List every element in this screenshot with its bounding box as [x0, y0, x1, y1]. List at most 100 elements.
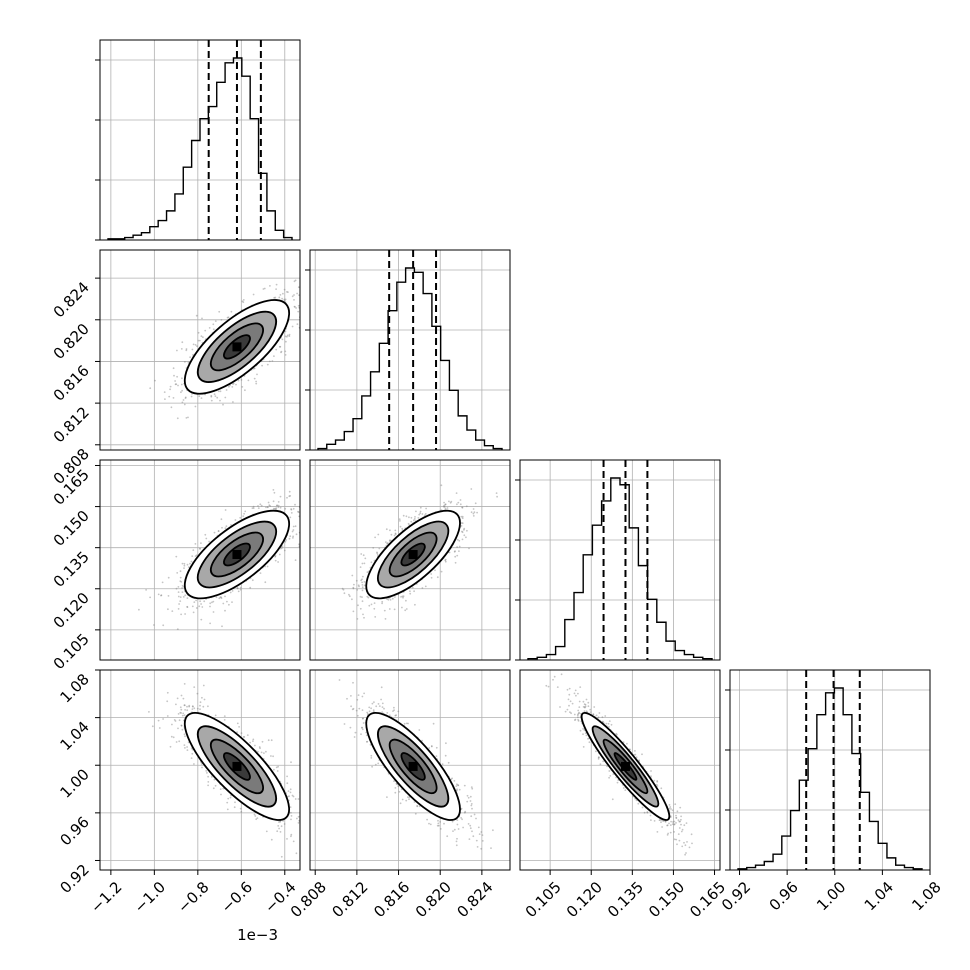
sample-point [458, 545, 461, 548]
sample-point [206, 772, 208, 774]
sample-point [261, 740, 264, 743]
sample-point [680, 818, 682, 821]
sample-point [186, 597, 189, 599]
sample-point [357, 604, 359, 607]
sample-point [597, 756, 600, 759]
sample-point [660, 821, 662, 824]
sample-point [289, 516, 292, 519]
sample-point [290, 761, 292, 764]
sample-point [455, 844, 458, 847]
sample-point [646, 811, 649, 814]
sample-point [183, 714, 186, 717]
sample-point [675, 817, 678, 819]
sample-point [186, 705, 188, 708]
sample-point [190, 560, 193, 563]
sample-point [305, 495, 307, 497]
axes-frame [519, 669, 721, 871]
sample-point [220, 793, 222, 796]
sample-point [679, 820, 681, 823]
sample-point [182, 399, 185, 401]
sample-point [148, 711, 150, 713]
sample-point [222, 787, 225, 790]
sample-point [681, 828, 684, 831]
sample-point [453, 550, 456, 553]
sample-point [577, 713, 579, 716]
sample-point [184, 747, 186, 749]
sample-point [266, 363, 269, 366]
sample-point [185, 348, 188, 350]
sample-point [269, 285, 271, 287]
sample-point [361, 600, 364, 603]
sample-point [302, 485, 304, 487]
sample-point [138, 608, 140, 611]
sample-point [677, 819, 680, 821]
plot-area [730, 670, 930, 870]
sample-point [303, 502, 305, 504]
sample-point [351, 708, 354, 711]
sample-point [653, 820, 656, 822]
sample-point [278, 345, 281, 348]
sample-point [276, 770, 279, 772]
sample-point [356, 618, 359, 620]
sample-point [463, 534, 466, 537]
sample-point [584, 706, 586, 709]
sample-point [180, 581, 183, 583]
sample-point [209, 605, 211, 608]
sample-point [678, 827, 681, 829]
sample-point [178, 740, 181, 743]
sample-point [186, 709, 189, 712]
sample-point [584, 704, 587, 706]
sample-point [601, 720, 604, 723]
sample-point [290, 811, 292, 814]
sample-point [472, 508, 475, 510]
sample-point [160, 594, 163, 597]
sample-point [386, 712, 389, 714]
sample-point [489, 873, 491, 875]
sample-point [454, 561, 457, 564]
sample-point [212, 600, 215, 603]
sample-point [279, 831, 282, 833]
sample-point [259, 572, 262, 574]
sample-point [279, 821, 281, 823]
sample-point [176, 375, 179, 378]
sample-point [478, 833, 481, 835]
sample-point [223, 715, 226, 717]
sample-point [284, 540, 287, 543]
sample-point [361, 586, 364, 589]
sample-point [352, 586, 355, 589]
sample-point [381, 711, 384, 713]
sample-point [370, 561, 373, 564]
sample-point [270, 838, 273, 841]
histogram-step [527, 477, 713, 660]
sample-point [220, 596, 223, 599]
sample-point [163, 391, 166, 393]
sample-point [231, 386, 234, 388]
sample-point [205, 537, 208, 540]
sample-point [207, 784, 210, 787]
sample-point [559, 706, 561, 708]
sample-point [175, 587, 178, 590]
sample-point [228, 385, 230, 388]
sample-point [582, 733, 584, 736]
sample-point [342, 839, 344, 841]
sample-point [257, 507, 260, 509]
axes-frame [309, 249, 511, 451]
sample-point [368, 710, 371, 713]
sample-point [219, 596, 222, 599]
sample-point [439, 828, 442, 830]
sample-point [592, 713, 595, 716]
sample-point [361, 695, 364, 698]
sample-point [556, 686, 559, 688]
sample-point [598, 712, 601, 714]
sample-point [284, 354, 287, 356]
sample-point [200, 618, 203, 621]
sample-point [461, 506, 464, 509]
sample-point [183, 564, 186, 567]
sample-point [160, 594, 162, 597]
sample-point [680, 815, 682, 818]
sample-point [304, 833, 306, 835]
sample-point [440, 484, 443, 487]
sample-point [217, 530, 220, 532]
sample-point [212, 323, 215, 326]
sample-point [157, 719, 160, 722]
